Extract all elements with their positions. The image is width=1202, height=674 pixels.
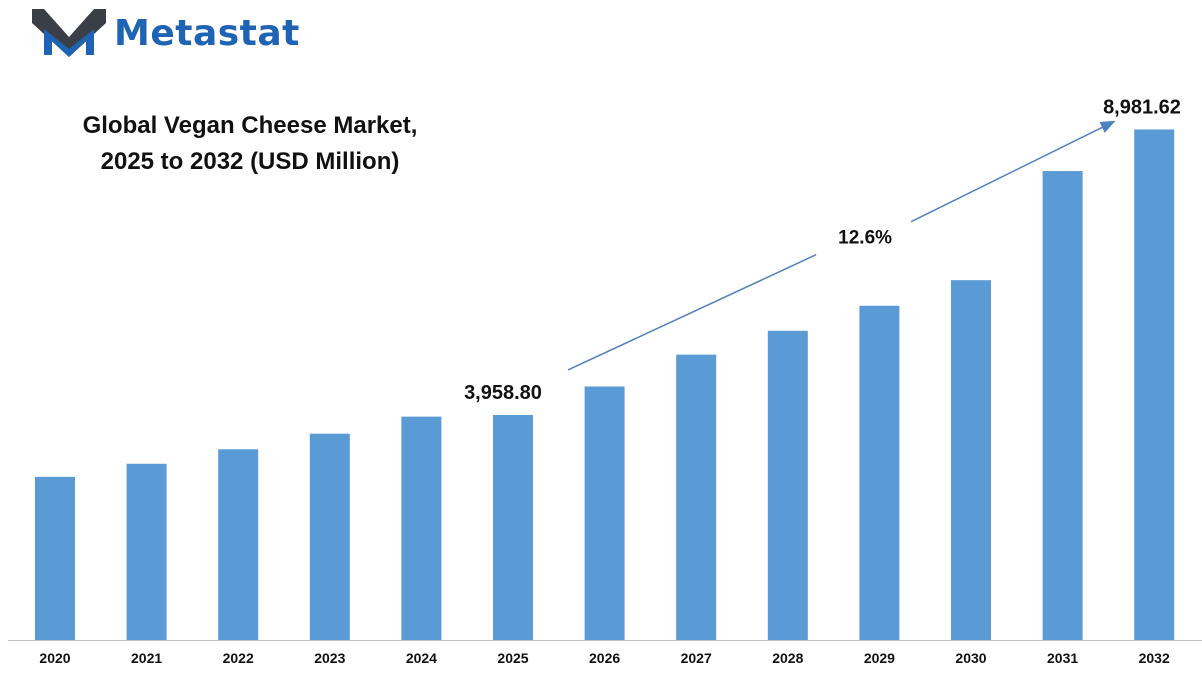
data-label-2032: 8,981.62 xyxy=(1103,96,1181,118)
x-tick-label-2024: 2024 xyxy=(406,650,437,666)
bar-2031 xyxy=(1042,171,1083,641)
bar-2021 xyxy=(126,463,167,640)
x-tick-label-2030: 2030 xyxy=(955,650,986,666)
x-tick-label-2029: 2029 xyxy=(864,650,895,666)
cagr-label: 12.6% xyxy=(838,228,892,249)
x-tick-label-2031: 2031 xyxy=(1047,650,1078,666)
bar-2028 xyxy=(767,330,808,640)
bar-2022 xyxy=(218,449,259,640)
bar-2027 xyxy=(676,354,717,640)
bar-2025 xyxy=(493,414,533,640)
x-tick-label-2027: 2027 xyxy=(681,650,712,666)
metastat-m-logo-icon xyxy=(32,9,106,57)
x-tick-label-2026: 2026 xyxy=(589,650,620,666)
bar-2020 xyxy=(35,476,75,640)
bar-2024 xyxy=(401,416,442,640)
bar-2026 xyxy=(584,386,625,640)
x-tick-label-2032: 2032 xyxy=(1139,650,1170,666)
bar-2032 xyxy=(1134,129,1175,640)
x-tick-label-2025: 2025 xyxy=(497,650,528,666)
bar-2030 xyxy=(951,280,991,640)
cagr-arrow-line-1 xyxy=(567,254,817,371)
x-tick-label-2028: 2028 xyxy=(772,650,803,666)
x-tick-label-2022: 2022 xyxy=(223,650,254,666)
chart-title-line-2: 2025 to 2032 (USD Million) xyxy=(100,148,400,175)
x-tick-label-2021: 2021 xyxy=(131,650,162,666)
chart-title: Global Vegan Cheese Market, 2025 to 2032… xyxy=(50,108,450,180)
x-tick-label-2020: 2020 xyxy=(39,650,70,666)
x-tick-label-2023: 2023 xyxy=(314,650,345,666)
cagr-arrow-line-2 xyxy=(910,120,1116,223)
bar-2023 xyxy=(309,433,350,640)
chart-title-line-1: Global Vegan Cheese Market, xyxy=(82,112,418,139)
bar-2029 xyxy=(859,305,900,640)
data-label-2025: 3,958.80 xyxy=(464,382,542,404)
brand-logo: Metastat xyxy=(30,6,300,60)
brand-name: Metastat xyxy=(114,12,300,54)
